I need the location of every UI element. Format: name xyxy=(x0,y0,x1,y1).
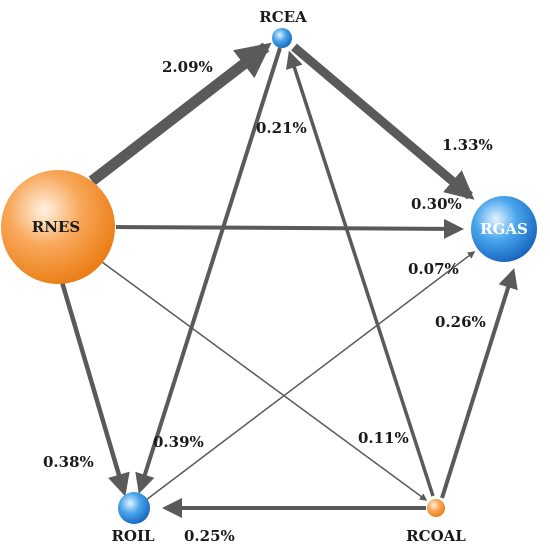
node-rgas xyxy=(471,196,537,262)
value-rnes-rgas: 0.30% xyxy=(411,195,462,213)
label-rcoal: RCOAL xyxy=(406,527,466,545)
edge-roil-rgas xyxy=(145,251,476,501)
edge-rnes-rcoal xyxy=(101,261,428,501)
edge-labels: 2.09% 1.33% 0.21% 0.30% 0.07% 0.26% 0.38… xyxy=(43,58,493,545)
edges xyxy=(59,42,518,518)
edge-rnes-rgas xyxy=(115,218,464,239)
value-rnes-rcoal: 0.11% xyxy=(358,429,409,447)
value-rcea-roil: 0.21% xyxy=(256,119,307,137)
node-rnes xyxy=(1,170,115,284)
edge-rcea-roil xyxy=(135,47,282,494)
value-rcoal-rcea: 0.39% xyxy=(153,433,204,451)
node-labels: RNES RGAS RCEA ROIL RCOAL xyxy=(32,8,528,545)
edge-rcea-rgas xyxy=(291,43,475,200)
label-rgas: RGAS xyxy=(480,220,528,238)
label-rcea: RCEA xyxy=(259,8,307,26)
label-rnes: RNES xyxy=(32,218,80,236)
value-rcea-rgas: 1.33% xyxy=(442,136,493,154)
value-rcoal-rgas: 0.26% xyxy=(435,313,486,331)
label-roil: ROIL xyxy=(111,527,155,545)
value-rcoal-roil: 0.25% xyxy=(184,527,235,545)
edge-rcoal-rgas xyxy=(440,268,518,499)
node-rcea xyxy=(272,28,292,48)
value-roil-rgas: 0.07% xyxy=(408,260,459,278)
value-rnes-roil: 0.38% xyxy=(43,453,94,471)
edge-rnes-rcea xyxy=(88,42,272,186)
value-rnes-rcea: 2.09% xyxy=(162,58,213,76)
node-rcoal xyxy=(427,499,445,517)
edge-rnes-roil xyxy=(59,281,130,497)
node-roil xyxy=(118,492,150,524)
nodes xyxy=(1,28,537,524)
edge-rcoal-rcea xyxy=(285,50,435,497)
